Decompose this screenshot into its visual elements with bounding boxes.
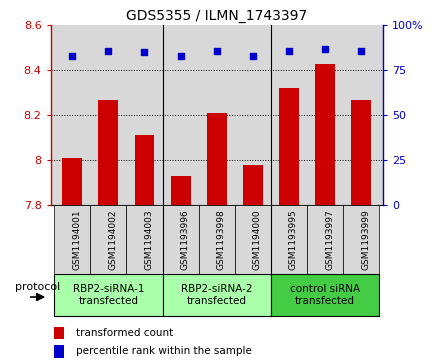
Bar	[135, 135, 154, 205]
Bar	[62, 158, 82, 205]
Bar	[307, 205, 343, 274]
Bar	[279, 88, 299, 205]
Bar	[162, 205, 198, 274]
Text: GSM1193999: GSM1193999	[361, 209, 370, 270]
Text: GSM1194001: GSM1194001	[72, 209, 81, 270]
Point	[249, 53, 257, 59]
Text: GSM1194000: GSM1194000	[253, 209, 262, 270]
Bar	[126, 205, 162, 274]
Text: GSM1194003: GSM1194003	[144, 209, 154, 270]
Bar	[207, 113, 227, 205]
Text: GSM1194002: GSM1194002	[108, 209, 117, 270]
Point	[358, 48, 365, 53]
Point	[105, 48, 112, 53]
Bar	[90, 205, 126, 274]
Bar	[54, 274, 162, 316]
Point	[322, 46, 329, 52]
Text: RBP2-siRNA-2
transfected: RBP2-siRNA-2 transfected	[181, 284, 253, 306]
Text: control siRNA
transfected: control siRNA transfected	[290, 284, 360, 306]
Bar	[54, 205, 90, 274]
Text: RBP2-siRNA-1
transfected: RBP2-siRNA-1 transfected	[73, 284, 144, 306]
Bar	[315, 64, 335, 205]
Title: GDS5355 / ILMN_1743397: GDS5355 / ILMN_1743397	[126, 9, 307, 23]
Bar	[54, 345, 64, 358]
Text: GSM1193997: GSM1193997	[325, 209, 334, 270]
Bar	[343, 205, 379, 274]
Text: GSM1193995: GSM1193995	[289, 209, 298, 270]
Point	[213, 48, 220, 53]
Text: protocol: protocol	[15, 282, 60, 291]
Bar	[271, 274, 379, 316]
Bar	[162, 274, 271, 316]
Point	[141, 49, 148, 55]
Bar	[99, 99, 118, 205]
Text: transformed count: transformed count	[76, 328, 173, 338]
Bar	[198, 205, 235, 274]
Point	[286, 48, 293, 53]
Text: percentile rank within the sample: percentile rank within the sample	[76, 346, 251, 356]
Point	[69, 53, 76, 59]
Bar	[235, 205, 271, 274]
Bar	[171, 176, 191, 205]
Bar	[243, 165, 263, 205]
Bar	[271, 205, 307, 274]
Point	[177, 53, 184, 59]
Bar	[351, 99, 371, 205]
Bar	[54, 327, 64, 339]
Text: GSM1193998: GSM1193998	[217, 209, 226, 270]
Text: GSM1193996: GSM1193996	[180, 209, 190, 270]
